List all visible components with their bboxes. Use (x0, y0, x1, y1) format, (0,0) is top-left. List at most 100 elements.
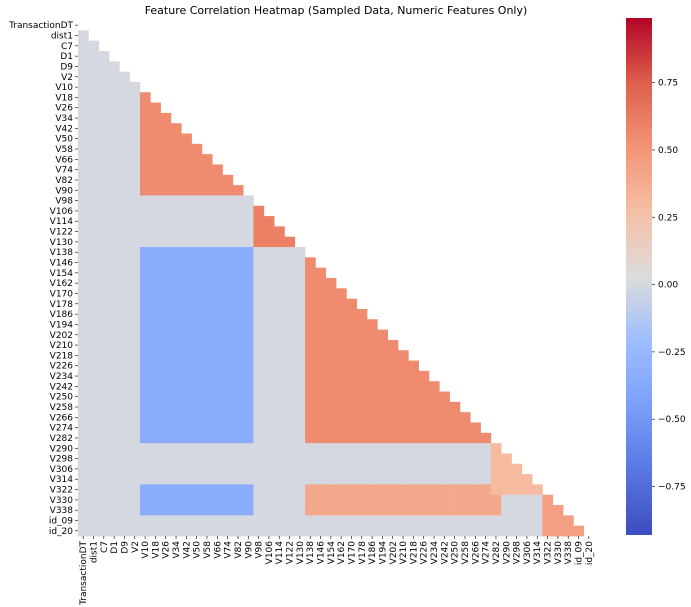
heatmap-cell (274, 329, 285, 341)
heatmap-cell (418, 443, 430, 454)
heatmap-cell (88, 81, 100, 93)
heatmap-cell (108, 247, 120, 258)
heatmap-cell (139, 308, 151, 320)
heatmap-cell (170, 432, 182, 444)
heatmap-cell (336, 463, 347, 475)
y-tick-label: V282 (50, 434, 73, 444)
heatmap-cell (170, 515, 182, 527)
heatmap-cell (108, 329, 120, 341)
heatmap-cell (294, 474, 306, 485)
heatmap-cell (150, 164, 161, 176)
heatmap-cell (150, 247, 161, 258)
heatmap-cell (108, 308, 120, 320)
heatmap-cell (284, 308, 296, 320)
heatmap-cell (212, 401, 223, 413)
heatmap-cell (98, 278, 110, 289)
heatmap-cell (263, 401, 275, 413)
heatmap-cell (418, 370, 430, 382)
heatmap-cell (315, 463, 327, 475)
heatmap-cell (439, 443, 450, 454)
heatmap-cell (408, 422, 419, 434)
heatmap-cell (170, 381, 182, 392)
heatmap-cell (263, 381, 275, 392)
heatmap-cell (263, 278, 275, 289)
heatmap-cell (88, 92, 100, 103)
heatmap-cell (315, 474, 327, 485)
heatmap-cell (274, 267, 285, 279)
heatmap-cell (160, 381, 172, 392)
heatmap-cell (346, 298, 358, 310)
heatmap-cell (191, 257, 203, 269)
heatmap-cell (305, 339, 316, 351)
heatmap-cell (212, 308, 223, 320)
heatmap-cell (88, 432, 100, 444)
heatmap-cell (181, 216, 192, 227)
heatmap-cell (98, 216, 110, 227)
heatmap-cell (356, 422, 368, 434)
heatmap-cell (119, 350, 130, 361)
heatmap-cell (511, 474, 523, 485)
heatmap-cell (108, 267, 120, 279)
heatmap-cell (222, 329, 234, 341)
heatmap-cell (212, 174, 223, 186)
heatmap-cell (305, 391, 316, 403)
heatmap-cell (253, 432, 265, 444)
heatmap-cell (232, 505, 244, 516)
heatmap-cell (408, 401, 419, 413)
heatmap-cell (98, 525, 110, 537)
heatmap-cell (253, 412, 265, 423)
heatmap-cell (191, 453, 203, 465)
heatmap-cell (160, 288, 172, 300)
heatmap-cell (274, 226, 285, 238)
x-tick-label: V274 (482, 541, 492, 565)
heatmap-cell (397, 401, 409, 413)
y-tick-label: V186 (50, 310, 74, 320)
heatmap-cell (274, 350, 285, 361)
heatmap-cell (274, 391, 285, 403)
heatmap-cell (170, 267, 182, 279)
heatmap-cell (160, 205, 172, 217)
heatmap-cell (98, 226, 110, 238)
heatmap-cell (191, 360, 203, 372)
heatmap-cell (263, 319, 275, 330)
y-tick-label: V122 (50, 228, 73, 238)
heatmap-cell (119, 81, 130, 93)
heatmap-cell (253, 226, 265, 238)
heatmap-cell (480, 443, 492, 454)
heatmap-cell (139, 484, 151, 496)
heatmap-cell (253, 515, 265, 527)
heatmap-cell (201, 474, 213, 485)
heatmap-cell (377, 505, 388, 516)
heatmap-cell (263, 350, 275, 361)
heatmap-cell (181, 154, 192, 165)
heatmap-cell (108, 257, 120, 269)
heatmap-cell (98, 298, 110, 310)
heatmap-cell (78, 432, 89, 444)
heatmap-cell (201, 226, 213, 238)
heatmap-cell (459, 432, 471, 444)
heatmap-cell (139, 288, 151, 300)
heatmap-cell (336, 401, 347, 413)
heatmap-cell (181, 391, 192, 403)
heatmap-cell (160, 463, 172, 475)
heatmap-cell (201, 370, 213, 382)
heatmap-cell (98, 257, 110, 269)
heatmap-cell (201, 247, 213, 258)
heatmap-cell (253, 288, 265, 300)
x-tick-label: V154 (327, 541, 337, 565)
heatmap-cell (294, 505, 306, 516)
heatmap-cell (480, 494, 492, 506)
heatmap-cell (201, 298, 213, 310)
heatmap-cell (129, 484, 141, 496)
heatmap-cell (346, 463, 358, 475)
heatmap-cell (201, 463, 213, 475)
heatmap-cell (470, 474, 481, 485)
x-tick-label: V266 (471, 541, 481, 565)
heatmap-cell (108, 463, 120, 475)
x-tick-label: V50 (193, 541, 203, 559)
heatmap-cell (490, 453, 502, 465)
y-tick-label: id_20 (49, 527, 73, 537)
heatmap-cell (150, 422, 161, 434)
x-tick-label: V34 (172, 541, 182, 559)
x-tick-label: V218 (409, 541, 419, 565)
